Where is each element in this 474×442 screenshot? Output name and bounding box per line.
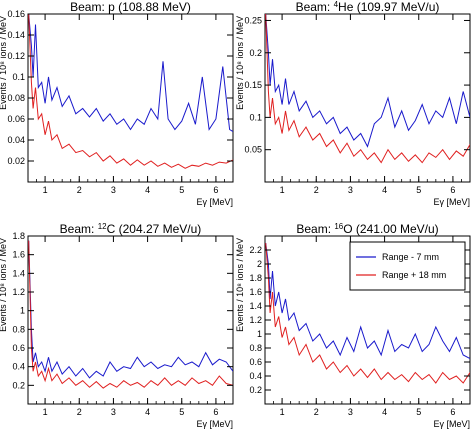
x-tick-label: 5: [179, 185, 184, 195]
y-tick-label: 1.2: [12, 287, 25, 297]
x-axis-label: Eγ [MeV]: [433, 419, 470, 429]
y-tick-label: 0.6: [249, 357, 262, 367]
y-tick-label: 1.6: [249, 287, 262, 297]
x-axis-label: Eγ [MeV]: [433, 197, 470, 207]
y-tick-label: 1.8: [12, 231, 25, 241]
x-tick-label: 3: [111, 407, 116, 417]
x-tick-label: 6: [450, 185, 455, 195]
y-tick-label: 2.2: [249, 245, 262, 255]
panel-title: Beam: p (108.88 MeV): [70, 0, 191, 14]
legend-label: Range + 18 mm: [382, 270, 446, 280]
x-tick-label: 6: [450, 407, 455, 417]
x-tick-label: 6: [213, 185, 218, 195]
y-axis-label: Events / 10⁸ ions / MeV: [235, 238, 245, 332]
y-tick-label: 0.14: [7, 30, 25, 40]
y-axis-label: Events / 10⁸ ions / MeV: [0, 16, 8, 110]
y-tick-label: 1: [257, 329, 262, 339]
y-tick-label: 0.04: [7, 135, 25, 145]
y-tick-label: 0.2: [249, 48, 262, 58]
x-tick-label: 1: [43, 185, 48, 195]
series-line-blue: [265, 242, 470, 359]
series-line-blue: [28, 240, 233, 379]
y-tick-label: 0.2: [12, 380, 25, 390]
y-tick-label: 1.6: [12, 250, 25, 260]
y-tick-label: 0.8: [12, 324, 25, 334]
series-line-red: [28, 14, 233, 169]
panel-title: Beam: 16O (241.00 MeV/u): [296, 222, 438, 237]
legend-label: Range - 7 mm: [382, 252, 439, 262]
x-tick-label: 5: [416, 407, 421, 417]
y-tick-label: 0.4: [249, 371, 262, 381]
x-tick-label: 4: [382, 407, 387, 417]
y-tick-label: 1.2: [249, 315, 262, 325]
y-axis-label: Events / 10⁸ ions / MeV: [235, 16, 245, 110]
x-tick-label: 6: [213, 407, 218, 417]
y-tick-label: 1.4: [12, 268, 25, 278]
series-line-blue: [28, 14, 233, 133]
panel-title: Beam: 12C (204.27 MeV/u): [60, 222, 202, 237]
y-tick-label: 2: [257, 259, 262, 269]
x-tick-label: 2: [77, 185, 82, 195]
y-tick-label: 0.1: [12, 72, 25, 82]
y-axis-label: Events / 10⁸ ions / MeV: [0, 238, 8, 332]
x-tick-label: 3: [111, 185, 116, 195]
y-tick-label: 0.2: [249, 385, 262, 395]
panel-title: Beam: 4He (109.97 MeV/u): [296, 0, 440, 14]
y-tick-label: 0.1: [249, 112, 262, 122]
y-tick-label: 0.05: [244, 145, 262, 155]
legend-box: [349, 241, 466, 291]
y-tick-label: 1.8: [249, 273, 262, 283]
x-axis-label: Eγ [MeV]: [196, 419, 233, 429]
y-tick-label: 0.6: [12, 343, 25, 353]
x-tick-label: 3: [348, 407, 353, 417]
x-tick-label: 3: [348, 185, 353, 195]
x-tick-label: 4: [382, 185, 387, 195]
panel-proton: 1 2 3 4 5 6 0.02 0.04 0.06 0.08 0.1 0.12 0.14 0.16 Bea…: [0, 0, 234, 207]
y-tick-label: 1: [20, 306, 25, 316]
series-line-red: [28, 240, 233, 389]
x-tick-label: 4: [145, 407, 150, 417]
y-tick-label: 0.25: [244, 15, 262, 25]
series-line-red: [265, 14, 470, 164]
y-tick-label: 0.06: [7, 114, 25, 124]
y-tick-label: 0.8: [249, 343, 262, 353]
y-tick-label: 0.4: [12, 362, 25, 372]
x-axis-label: Eγ [MeV]: [196, 197, 233, 207]
x-tick-label: 2: [314, 407, 319, 417]
plot-frame: [27, 13, 234, 183]
x-tick-label: 1: [43, 407, 48, 417]
x-tick-label: 1: [280, 407, 285, 417]
x-tick-label: 5: [179, 407, 184, 417]
x-tick-label: 2: [314, 185, 319, 195]
y-tick-label: 0.12: [7, 51, 25, 61]
x-tick-label: 5: [416, 185, 421, 195]
series-line-blue: [265, 14, 470, 148]
legend: Range - 7 mm Range + 18 mm: [349, 241, 466, 291]
panel-carbon: 1 2 3 4 5 6 0.2 0.4 0.6 0.8 1 1.2 1.4 1.6 1.8 Beam: 12C…: [0, 222, 234, 429]
y-tick-label: 0.15: [244, 80, 262, 90]
panel-oxygen: 1 2 3 4 5 6 0.2 0.4 0.6 0.8 1 1.2 1.4 1.6 1.8 2 2.2 Beam:…: [235, 222, 471, 429]
y-tick-label: 0.08: [7, 93, 25, 103]
y-tick-label: 1.4: [249, 301, 262, 311]
panel-helium: 1 2 3 4 5 6 0.05 0.1 0.15 0.2 0.25 Beam: 4He (109.9…: [235, 0, 471, 207]
plot-frame: [27, 235, 234, 405]
x-tick-label: 1: [280, 185, 285, 195]
y-tick-label: 0.16: [7, 9, 25, 19]
x-tick-label: 4: [145, 185, 150, 195]
y-tick-label: 0.02: [7, 156, 25, 166]
series-line-red: [265, 242, 470, 384]
x-tick-label: 2: [77, 407, 82, 417]
